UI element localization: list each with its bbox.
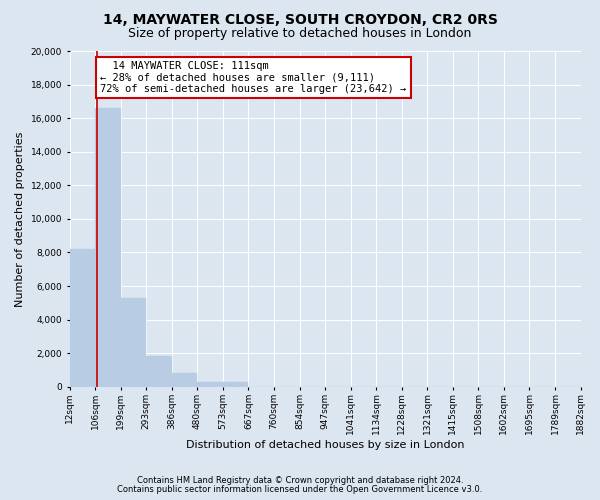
Bar	[95, 108, 121, 387]
Y-axis label: Number of detached properties: Number of detached properties	[15, 131, 25, 306]
Text: 14 MAYWATER CLOSE: 111sqm
← 28% of detached houses are smaller (9,111)
72% of se: 14 MAYWATER CLOSE: 111sqm ← 28% of detac…	[100, 61, 407, 94]
Text: Contains HM Land Registry data © Crown copyright and database right 2024.: Contains HM Land Registry data © Crown c…	[137, 476, 463, 485]
Text: 14, MAYWATER CLOSE, SOUTH CROYDON, CR2 0RS: 14, MAYWATER CLOSE, SOUTH CROYDON, CR2 0…	[103, 12, 497, 26]
Bar	[223, 382, 248, 387]
Bar	[172, 374, 197, 387]
Bar	[70, 249, 95, 387]
Bar	[146, 356, 172, 387]
Text: Size of property relative to detached houses in London: Size of property relative to detached ho…	[128, 28, 472, 40]
Bar	[197, 382, 223, 387]
X-axis label: Distribution of detached houses by size in London: Distribution of detached houses by size …	[186, 440, 464, 450]
Bar	[121, 298, 146, 387]
Text: Contains public sector information licensed under the Open Government Licence v3: Contains public sector information licen…	[118, 484, 482, 494]
